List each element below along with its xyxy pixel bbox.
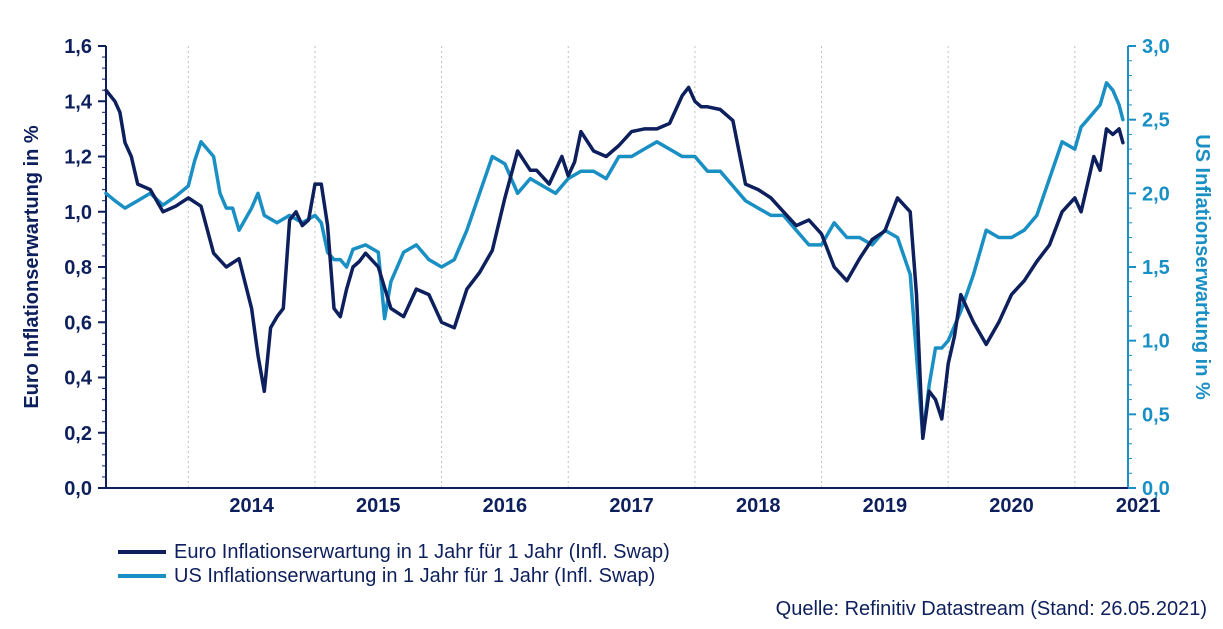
- right-tick-label: 0,5: [1142, 404, 1170, 426]
- legend-label-us: US Inflationserwartung in 1 Jahr für 1 J…: [174, 564, 656, 587]
- x-tick-label: 2021: [1116, 495, 1161, 517]
- legend-item-euro: Euro Inflationserwartung in 1 Jahr für 1…: [118, 540, 670, 564]
- series-line-euro: [104, 85, 1125, 441]
- left-tick-label: 1,2: [64, 147, 92, 169]
- legend-item-us: US Inflationserwartung in 1 Jahr für 1 J…: [118, 564, 670, 588]
- legend-swatch-us: [118, 574, 166, 578]
- left-tick-label: 0,4: [64, 368, 93, 390]
- x-tick-label: 2018: [736, 495, 781, 517]
- right-tick-label: 1,5: [1142, 257, 1170, 279]
- left-tick-label: 0,2: [64, 423, 92, 445]
- right-tick-label: 3,0: [1142, 36, 1170, 58]
- x-tick-label: 2014: [229, 495, 274, 517]
- left-axis-title: Euro Inflationserwartung in %: [21, 125, 43, 409]
- legend-swatch-euro: [118, 550, 166, 554]
- left-tick-label: 0,0: [64, 478, 92, 500]
- legend-label-euro: Euro Inflationserwartung in 1 Jahr für 1…: [174, 540, 670, 563]
- x-tick-label: 2017: [609, 495, 654, 517]
- x-tick-label: 2016: [483, 495, 528, 517]
- x-tick-label: 2019: [863, 495, 908, 517]
- left-tick-label: 1,4: [64, 91, 93, 113]
- source-note: Quelle: Refinitiv Datastream (Stand: 26.…: [775, 598, 1207, 620]
- legend: Euro Inflationserwartung in 1 Jahr für 1…: [118, 540, 670, 588]
- x-tick-label: 2015: [356, 495, 401, 517]
- right-tick-label: 2,0: [1142, 183, 1170, 205]
- x-tick-label: 2020: [989, 495, 1034, 517]
- left-tick-label: 1,0: [64, 202, 92, 224]
- left-tick-label: 0,8: [64, 257, 92, 279]
- right-axis-title: US Inflationserwartung in %: [1191, 134, 1213, 400]
- right-tick-label: 2,5: [1142, 110, 1170, 132]
- series-line-us: [104, 81, 1125, 439]
- left-tick-label: 0,6: [64, 312, 92, 334]
- left-tick-label: 1,6: [64, 36, 92, 58]
- right-tick-label: 1,0: [1142, 331, 1170, 353]
- right-tick-label: 0,0: [1142, 478, 1170, 500]
